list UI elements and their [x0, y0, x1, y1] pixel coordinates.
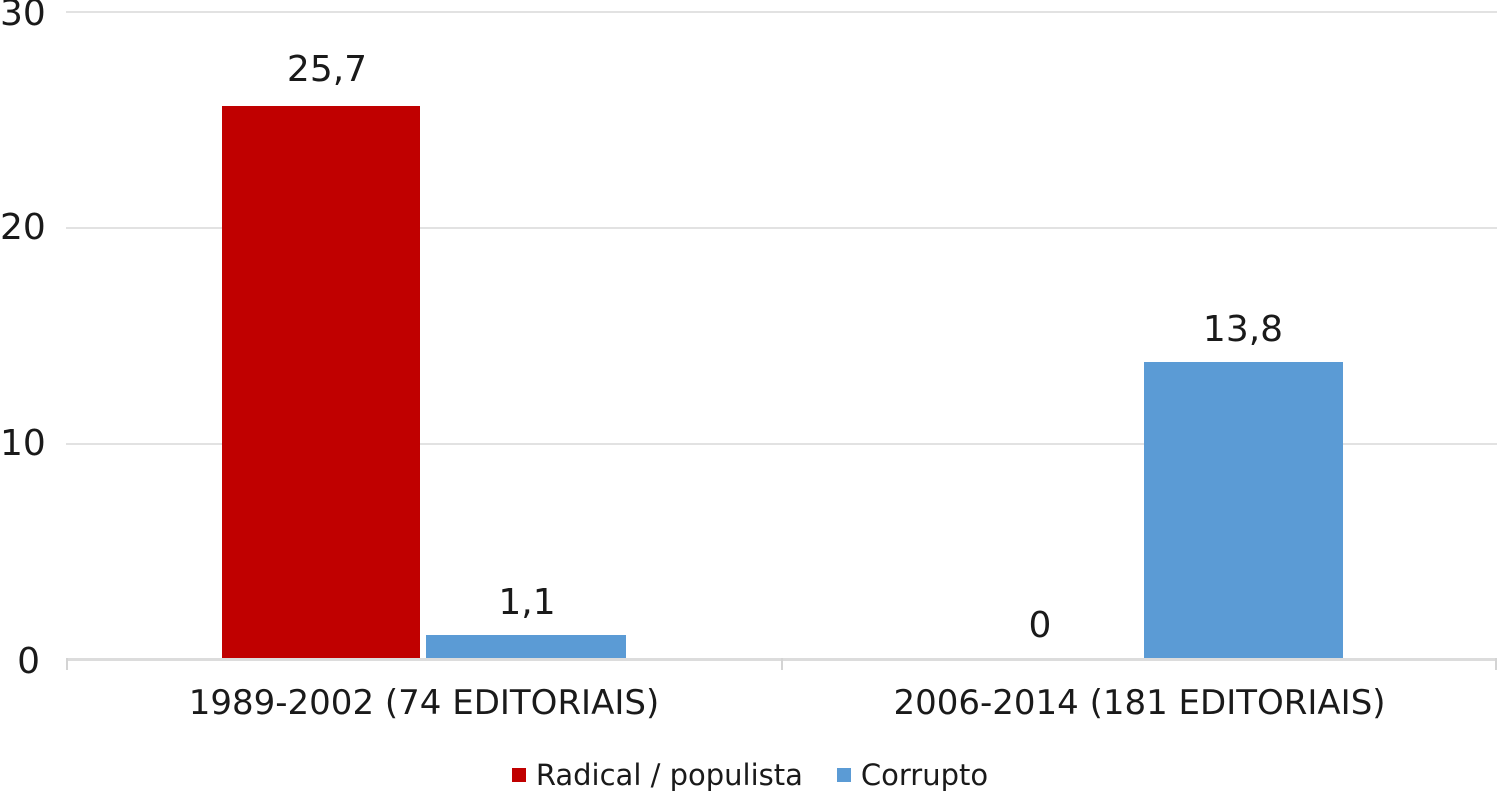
y-tick-label-30: 30: [0, 0, 46, 34]
legend-item-corrupto: Corrupto: [836, 758, 989, 792]
gridline-20: [66, 227, 1497, 229]
x-axis-tick-middle: [781, 658, 783, 670]
value-label-radical-2006-2014: 0: [1028, 605, 1052, 646]
legend-item-radical-populista: Radical / populista: [511, 758, 803, 792]
legend-label-radical: Radical / populista: [535, 758, 803, 792]
y-tick-label-20: 20: [0, 207, 46, 248]
bar-corrupto-1989-2002: [426, 635, 626, 659]
value-label-corrupto-2006-2014: 13,8: [1202, 309, 1284, 350]
y-tick-label-0: 0: [17, 641, 40, 682]
gridline-30: [66, 11, 1497, 13]
x-axis-tick-left: [66, 658, 68, 670]
bar-radical-populista-1989-2002: [222, 106, 420, 659]
legend-label-corrupto: Corrupto: [860, 758, 989, 792]
category-label-1989-2002: 1989-2002 (74 EDITORIAIS): [188, 683, 660, 723]
bar-corrupto-2006-2014: [1144, 362, 1343, 659]
y-tick-label-10: 10: [0, 423, 46, 464]
gridline-10: [66, 443, 1497, 445]
value-label-corrupto-1989-2002: 1,1: [498, 582, 556, 623]
value-label-radical-1989-2002: 25,7: [286, 49, 368, 90]
category-label-2006-2014: 2006-2014 (181 EDITORIAIS): [893, 683, 1386, 723]
legend: Radical / populista Corrupto: [0, 754, 1500, 793]
legend-swatch-corrupto-icon: [836, 768, 851, 782]
legend-swatch-radical-icon: [511, 768, 526, 782]
x-axis-tick-right: [1495, 658, 1497, 670]
